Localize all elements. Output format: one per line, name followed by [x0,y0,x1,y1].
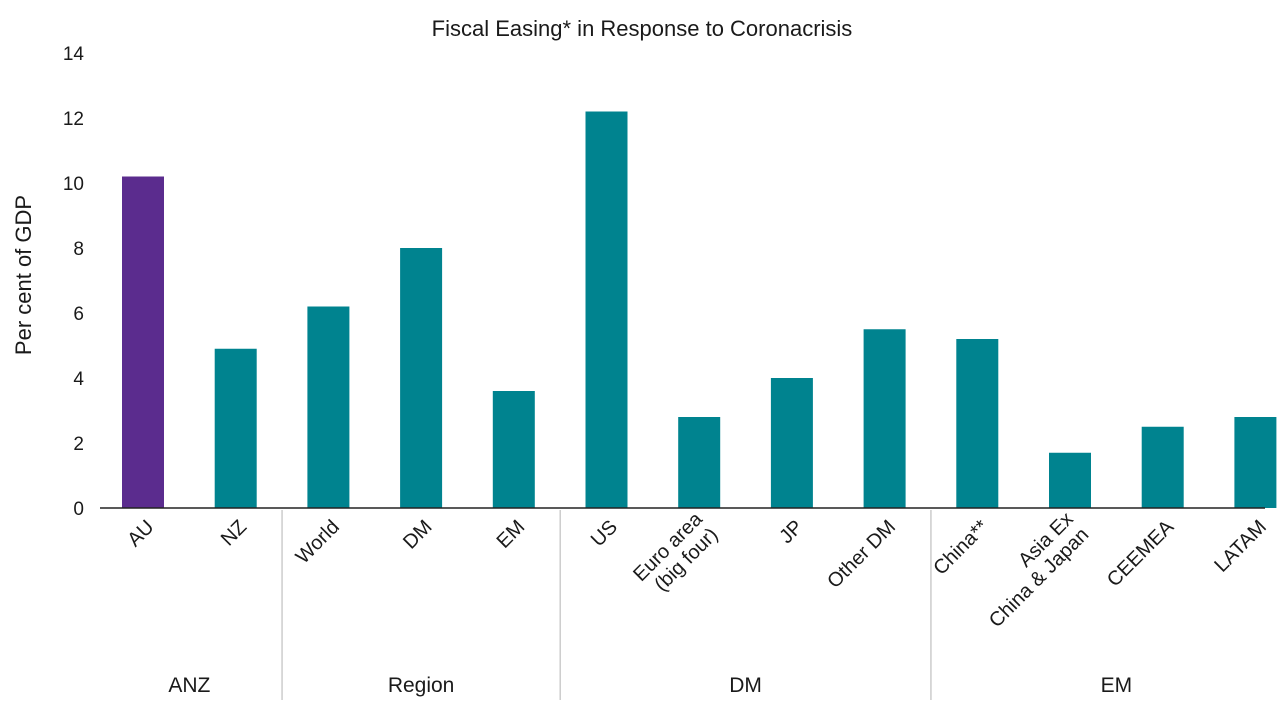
x-tick-label-line: EM [493,516,530,553]
bars [122,111,1277,508]
y-tick-label: 6 [73,304,84,325]
x-tick-label: LATAM [1210,516,1271,577]
y-tick-label: 12 [63,109,84,130]
group-label: DM [729,674,762,697]
x-axis-tick-labels: AU NZ World DM EM US Euro area(big four) JP Othe… [123,508,1271,632]
y-tick-label: 8 [73,239,84,260]
x-tick-label: Other DM [823,516,900,593]
x-tick-label: JP [775,516,807,548]
x-tick-label-line: LATAM [1210,516,1271,577]
x-tick-label: World [292,516,344,568]
y-tick-label: 4 [73,369,84,390]
x-tick-label-line: DM [399,516,437,554]
x-tick-label-line: US [587,516,622,551]
x-tick-label: NZ [217,516,251,550]
category-groups: ANZ Region DM EM [168,510,1132,700]
x-tick-label-line: AU [123,516,158,551]
chart-title: Fiscal Easing* in Response to Coronacris… [432,16,853,41]
x-tick-label: US [587,516,622,551]
y-tick-label: 14 [63,44,85,65]
bar-au [122,176,164,508]
y-tick-label: 2 [73,434,84,455]
x-tick-label-line: CEEMEA [1103,516,1179,592]
bar-em [492,391,535,508]
y-axis-ticks: 0 2 4 6 8 10 12 14 [63,44,85,520]
bar-jp [770,378,813,508]
x-tick-label-line: China** [929,516,993,580]
bar-us [585,111,628,508]
bar-nz [214,348,257,508]
group-label: EM [1101,674,1133,697]
x-tick-label: CEEMEA [1103,516,1179,592]
x-tick-label-line: JP [775,516,807,548]
y-tick-label: 10 [63,174,84,195]
x-tick-label: AU [123,516,158,551]
group-label: Region [388,674,455,697]
bar-ceemea [1141,426,1184,508]
bar-china [956,339,999,508]
y-axis-label: Per cent of GDP [11,195,36,355]
group-label: ANZ [168,674,210,697]
bar-asia-ex-china-japan [1049,452,1091,508]
x-tick-label-line: World [292,516,344,568]
bar-world [307,306,350,508]
x-tick-label-line: Other DM [823,516,900,593]
x-tick-label: DM [399,516,437,554]
x-tick-label: EM [493,516,530,553]
x-tick-label: Euro area(big four) [629,508,723,602]
y-tick-label: 0 [73,499,84,520]
bar-euro-area-big-four [678,417,721,508]
bar-dm [400,248,443,508]
bar-other-dm [863,329,906,508]
x-tick-label: China** [929,516,993,580]
bar-latam [1234,417,1277,508]
x-tick-label-line: NZ [217,516,251,550]
